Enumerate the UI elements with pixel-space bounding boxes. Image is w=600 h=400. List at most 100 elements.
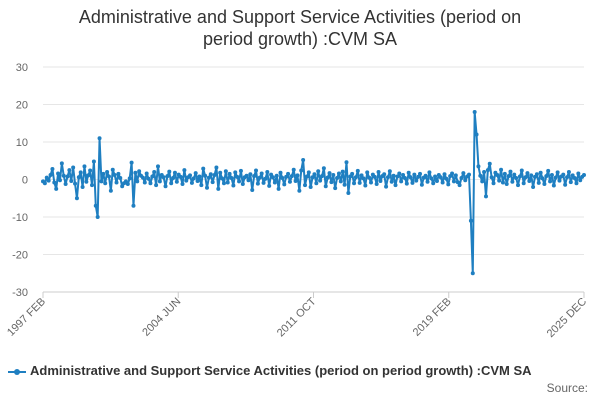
data-point: [372, 174, 377, 179]
data-point: [267, 183, 272, 188]
data-point: [212, 173, 217, 177]
data-point: [444, 176, 449, 181]
data-point: [161, 175, 166, 180]
data-point: [427, 170, 432, 175]
data-point: [395, 174, 400, 179]
data-point: [566, 170, 571, 174]
data-point: [527, 179, 532, 183]
data-point: [365, 170, 370, 175]
data-point: [208, 172, 213, 177]
data-point: [306, 170, 311, 175]
series-path: [42, 111, 585, 275]
data-point: [438, 175, 443, 180]
data-point: [574, 181, 579, 186]
data-point: [540, 176, 545, 181]
data-point: [457, 183, 462, 188]
data-point: [171, 176, 176, 180]
data-point: [233, 170, 238, 175]
data-point: [555, 170, 560, 175]
data-point: [301, 158, 306, 162]
data-point: [338, 179, 343, 184]
data-point: [291, 167, 296, 172]
data-point: [487, 161, 492, 166]
data-point: [521, 181, 526, 186]
data-point: [327, 171, 332, 176]
data-point: [536, 180, 541, 185]
data-point: [429, 176, 434, 181]
y-tick-label: -10: [12, 212, 28, 224]
data-point: [419, 182, 424, 187]
data-point: [346, 191, 351, 195]
legend[interactable]: Administrative and Support Service Activ…: [8, 363, 598, 379]
x-tick-label: 2019 FEB: [411, 296, 454, 339]
data-point: [425, 179, 430, 184]
data-point: [235, 174, 240, 179]
data-point: [67, 168, 72, 173]
data-point: [387, 169, 392, 174]
data-point: [137, 169, 142, 174]
data-point: [563, 182, 568, 187]
data-point: [361, 176, 366, 181]
data-point: [93, 203, 98, 208]
y-axis: -30 -20 -10 0 10 20 30: [12, 62, 28, 299]
data-point: [289, 174, 294, 179]
data-point: [474, 132, 479, 137]
data-point: [238, 168, 243, 173]
data-point: [393, 183, 398, 188]
data-point: [184, 178, 189, 183]
data-point: [482, 170, 487, 174]
data-point: [551, 183, 556, 188]
data-point: [519, 168, 524, 173]
data-point: [61, 173, 66, 178]
data-point: [240, 182, 245, 186]
data-point: [385, 175, 390, 180]
data-point: [152, 170, 157, 174]
data-point: [546, 168, 551, 173]
data-point: [336, 171, 341, 176]
data-point: [418, 171, 422, 176]
data-point: [382, 172, 387, 177]
data-point: [157, 179, 162, 184]
data-point: [350, 171, 355, 176]
data-point: [434, 179, 439, 183]
data-point: [91, 159, 96, 164]
data-point: [80, 185, 85, 189]
data-point: [467, 172, 472, 177]
data-point: [353, 175, 358, 180]
data-point: [423, 173, 428, 178]
data-point: [174, 179, 179, 184]
data-point: [180, 182, 185, 186]
series-points: [41, 110, 586, 276]
data-point: [105, 170, 110, 174]
data-point: [276, 186, 281, 191]
data-point: [523, 175, 528, 180]
data-point: [76, 175, 81, 180]
line-chart: -30 -20 -10 0 10 20 30 1997 FEB 2004 JUN 2011 OC…: [5, 62, 589, 340]
data-point: [433, 174, 438, 179]
data-point: [255, 181, 260, 186]
data-point: [355, 168, 360, 173]
x-tick-label: 1997 FEB: [5, 296, 48, 339]
y-tick-label: 20: [16, 100, 28, 112]
data-point: [378, 179, 383, 183]
data-point: [410, 180, 415, 185]
data-point: [199, 183, 204, 188]
data-point: [304, 174, 309, 179]
data-point: [252, 174, 257, 179]
y-tick-label: -20: [12, 250, 28, 262]
data-point: [71, 165, 76, 170]
data-point: [402, 176, 407, 180]
data-point: [191, 176, 196, 181]
data-point: [476, 164, 481, 169]
data-point: [297, 188, 302, 193]
data-point: [472, 110, 477, 114]
data-point: [508, 169, 513, 174]
data-point: [568, 180, 573, 185]
data-point: [582, 173, 586, 177]
chart-title-line-2: period growth) :CVM SA: [202, 29, 398, 49]
data-point: [514, 176, 519, 180]
x-tick-label: 2004 JUN: [140, 296, 183, 339]
data-point: [125, 182, 130, 186]
data-point: [216, 186, 221, 191]
x-tick-label: 2011 OCT: [275, 295, 319, 339]
